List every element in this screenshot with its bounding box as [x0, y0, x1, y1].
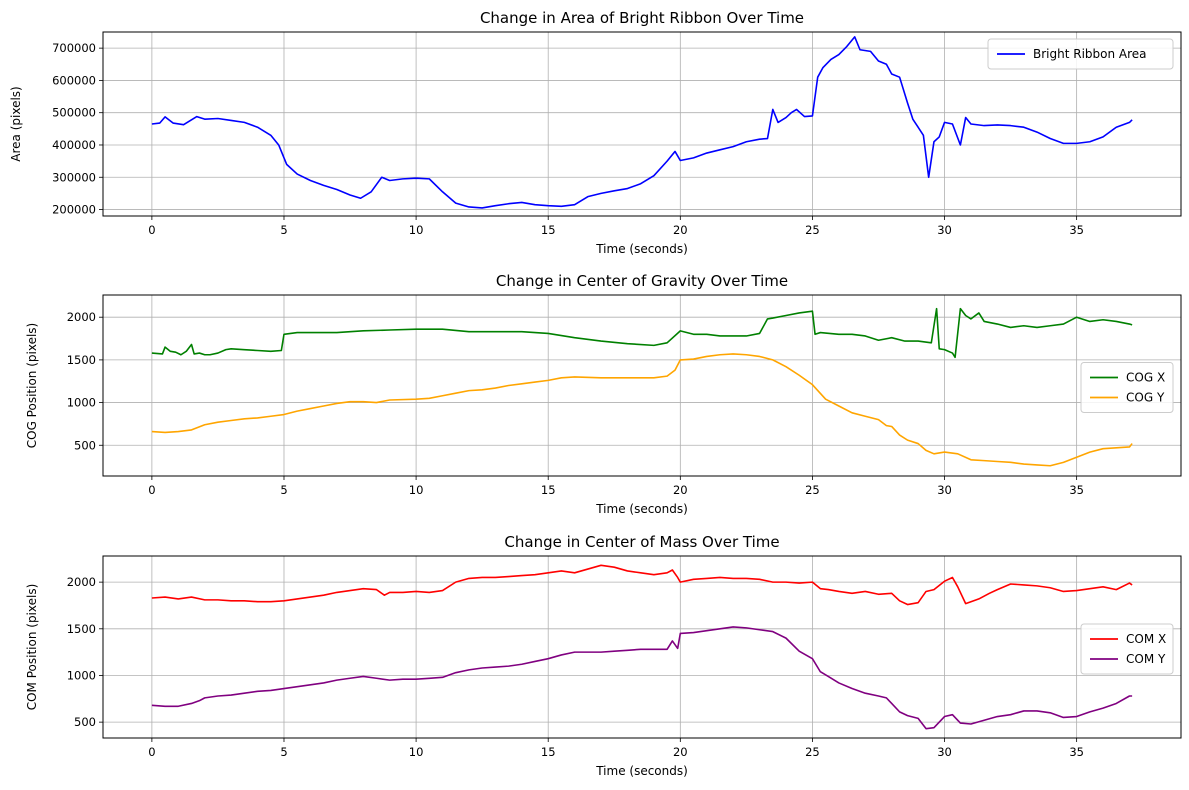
- x-tick-label: 0: [148, 483, 155, 497]
- series-line-1: [151, 307, 1133, 359]
- x-axis-label: Time (seconds): [595, 764, 688, 778]
- x-tick-label: 5: [280, 745, 287, 759]
- legend-label: COG Y: [1126, 391, 1165, 405]
- x-tick-label: 20: [673, 223, 688, 237]
- legend: COM X COM Y: [1080, 623, 1174, 675]
- legend: Bright Ribbon Area: [987, 38, 1174, 70]
- series-line-2: [151, 626, 1133, 730]
- y-axis-label: COG Position (pixels): [25, 323, 39, 449]
- chart-title: Change in Area of Bright Ribbon Over Tim…: [480, 9, 804, 27]
- y-tick-label: 1000: [67, 396, 96, 410]
- legend-label: Bright Ribbon Area: [1033, 47, 1147, 61]
- axes-frame: [102, 555, 1182, 739]
- series-line-1: [151, 36, 1133, 209]
- legend-label: COG X: [1126, 371, 1165, 385]
- y-tick-label: 1500: [67, 622, 96, 636]
- y-tick-label: 500: [74, 715, 96, 729]
- y-tick-label: 700000: [52, 41, 96, 55]
- x-tick-label: 0: [148, 745, 155, 759]
- y-tick-label: 400000: [52, 138, 96, 152]
- x-tick-label: 5: [280, 483, 287, 497]
- x-tick-label: 5: [280, 223, 287, 237]
- chart-title: Change in Center of Gravity Over Time: [496, 272, 788, 290]
- y-tick-label: 500: [74, 438, 96, 452]
- x-tick-label: 10: [409, 223, 424, 237]
- x-tick-label: 35: [1069, 483, 1084, 497]
- x-tick-label: 25: [805, 745, 820, 759]
- legend-label: COM Y: [1126, 652, 1166, 666]
- y-tick-label: 2000: [67, 575, 96, 589]
- y-tick-label: 600000: [52, 73, 96, 87]
- subplot-2: 0 5 10 15 20 25 30 35 500 1000 1500 2000 Change in C…: [25, 272, 1182, 516]
- axes-frame: [102, 294, 1182, 477]
- x-tick-label: 30: [937, 223, 952, 237]
- axes-frame: [102, 31, 1182, 217]
- x-tick-label: 35: [1069, 223, 1084, 237]
- x-tick-label: 15: [541, 745, 556, 759]
- legend-box: [1080, 362, 1174, 413]
- x-tick-label: 35: [1069, 745, 1084, 759]
- x-tick-label: 0: [148, 223, 155, 237]
- x-axis-label: Time (seconds): [595, 502, 688, 516]
- legend-label: COM X: [1126, 632, 1166, 646]
- series-line-2: [151, 353, 1133, 467]
- x-tick-label: 25: [805, 223, 820, 237]
- y-tick-label: 1000: [67, 668, 96, 682]
- x-tick-label: 20: [673, 483, 688, 497]
- subplot-1: 0 5 10 15 20 25 30 35 200000 300000 400000 500000 60…: [9, 9, 1182, 256]
- x-tick-label: 10: [409, 745, 424, 759]
- x-tick-label: 15: [541, 223, 556, 237]
- x-axis-label: Time (seconds): [595, 242, 688, 256]
- y-tick-label: 300000: [52, 170, 96, 184]
- chart-title: Change in Center of Mass Over Time: [504, 533, 779, 551]
- y-axis-label: Area (pixels): [9, 86, 23, 161]
- y-tick-label: 200000: [52, 203, 96, 217]
- x-tick-label: 15: [541, 483, 556, 497]
- legend-box: [1080, 623, 1174, 675]
- x-tick-label: 25: [805, 483, 820, 497]
- legend-box: [987, 38, 1174, 70]
- y-tick-label: 2000: [67, 310, 96, 324]
- series-line-1: [151, 564, 1133, 606]
- legend: COG X COG Y: [1080, 362, 1174, 413]
- x-tick-label: 20: [673, 745, 688, 759]
- subplot-3: 0 5 10 15 20 25 30 35 500 1000 1500 2000 Change in C…: [25, 533, 1182, 778]
- y-axis-label: COM Position (pixels): [25, 584, 39, 711]
- x-tick-label: 30: [937, 745, 952, 759]
- y-tick-label: 1500: [67, 353, 96, 367]
- y-tick-label: 500000: [52, 106, 96, 120]
- x-tick-label: 10: [409, 483, 424, 497]
- x-tick-label: 30: [937, 483, 952, 497]
